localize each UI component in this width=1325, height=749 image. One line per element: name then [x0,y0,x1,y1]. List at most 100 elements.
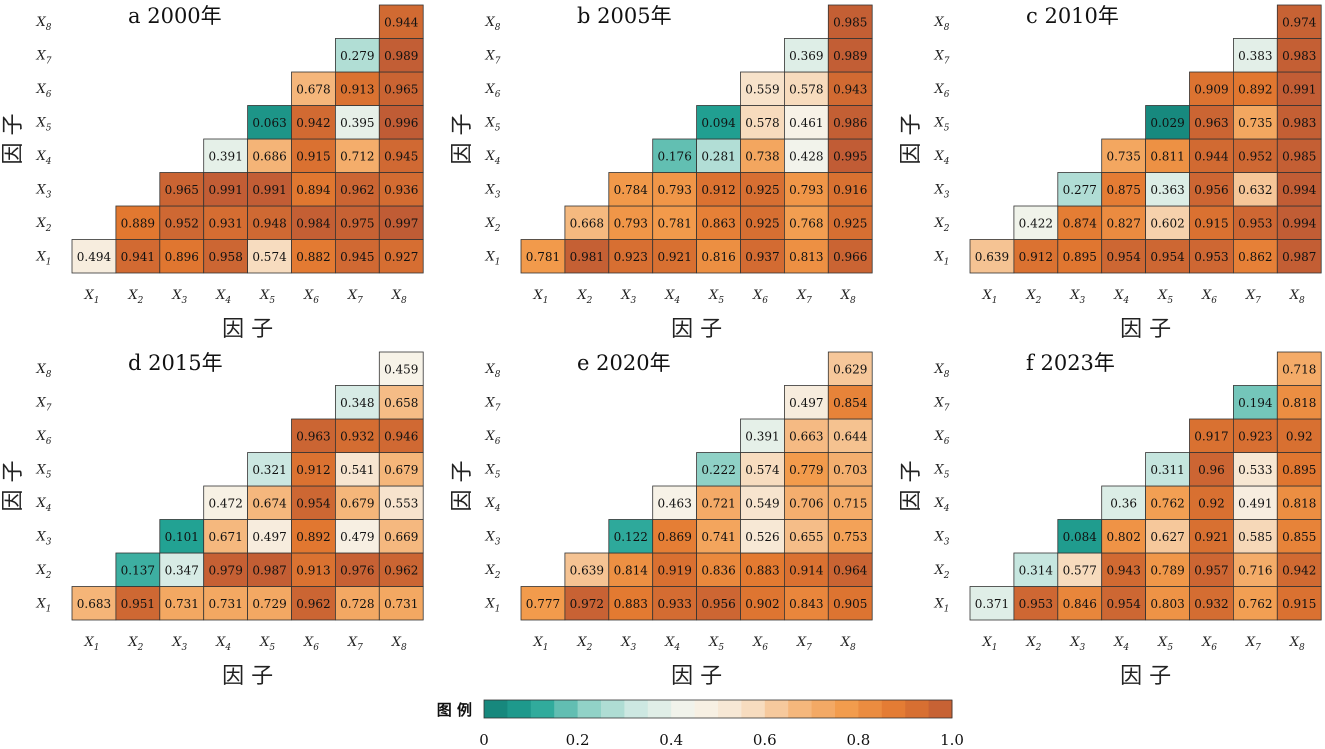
cell-value-label: 0.632 [1238,183,1272,197]
heatmap-cell [1233,205,1278,240]
heatmap-panel-c: c 2010年 0.639 0.912 0.895 0.954 0.954 0.953 0.8… [899,4,1322,342]
cell-value-label: 0.987 [252,563,286,577]
heatmap-cell [827,4,873,39]
heatmap-cell [1145,485,1190,520]
cell-value-label: 0.813 [789,250,823,264]
cell-value-label: 0.718 [1282,362,1316,376]
heatmap-cell [564,586,610,621]
heatmap-cell [1189,71,1234,106]
cell-value-label: 0.894 [296,183,331,197]
heatmap-cell [203,552,248,587]
legend-title: 图 例 [437,701,472,719]
y-tick-label: X2 [36,216,52,234]
cell-value-label: 0.932 [340,429,374,443]
cell-value-label: 0.945 [384,149,418,163]
cell-value-label: 0.843 [789,597,823,611]
y-tick-label: X2 [485,216,501,234]
y-tick-label: X2 [934,563,950,581]
heatmap-cell [378,38,424,73]
heatmap-cell [827,351,873,386]
cell-value-label: 0.793 [657,183,691,197]
y-tick-label: X6 [485,82,501,100]
cell-value-label: 0.541 [340,463,374,477]
heatmap-cell [1276,385,1322,420]
colorbar-swatch [928,700,953,718]
heatmap-cell [203,172,248,207]
cell-value-label: 0.925 [745,183,779,197]
cell-value-label: 0.874 [1063,216,1098,230]
y-tick-label: X6 [36,82,52,100]
y-tick-label: X7 [485,48,501,66]
heatmap-cell [784,418,829,453]
heatmap-cell [1145,586,1190,621]
y-tick-label: X6 [485,429,501,447]
heatmap-cell [247,138,292,173]
heatmap-cell [1276,552,1322,587]
cell-value-label: 0.919 [657,563,691,577]
colorbar-swatch [671,700,696,718]
y-tick-label: X8 [485,15,501,33]
cell-value-label: 0.063 [252,116,286,130]
cell-value-label: 0.36 [1110,496,1137,510]
cell-value-label: 0.986 [833,116,867,130]
heatmap-cell [1276,71,1322,106]
cell-value-label: 0.892 [296,530,330,544]
cell-value-label: 0.943 [1106,563,1140,577]
heatmap-cell [827,485,873,520]
y-tick-label: X2 [934,216,950,234]
cell-value-label: 0.92 [1198,496,1225,510]
cell-value-label: 0.533 [1238,463,1272,477]
heatmap-cell [784,71,829,106]
cell-value-label: 0.962 [384,563,418,577]
cell-value-label: 0.944 [1194,149,1229,163]
cell-value-label: 0.862 [1238,250,1272,264]
y-axis-title: 因 子 [1,114,26,165]
heatmap-cell [291,418,336,453]
cell-value-label: 0.762 [1150,496,1184,510]
heatmap-cell [334,172,380,207]
cell-value-label: 0.902 [745,597,779,611]
heatmap-cell [1189,452,1234,487]
panel-letter: a [128,4,141,28]
heatmap-cell [378,552,424,587]
y-tick-label: X1 [36,596,52,614]
heatmap-cell [378,452,424,487]
colorbar-legend: 图 例 0 0.2 0.4 0.6 0.8 1.0 [437,699,964,749]
cell-value-label: 0.937 [745,250,779,264]
heatmap-cell [1276,519,1322,554]
heatmap-cell [378,485,424,520]
heatmap-cell [159,205,205,240]
panel-year: 2020年 [596,351,670,375]
cell-value-label: 0.945 [340,250,374,264]
cell-value-label: 0.728 [340,597,374,611]
y-tick-label: X7 [934,48,950,66]
cell-value-label: 0.029 [1150,116,1184,130]
colorbar-swatch [694,700,719,718]
heatmap-cell [1233,138,1278,173]
cell-value-label: 0.863 [701,216,735,230]
y-tick-label: X2 [485,563,501,581]
y-axis-title: 因 子 [450,114,475,165]
heatmap-cell [652,552,698,587]
heatmap-cell [652,205,698,240]
x-tick-label: X7 [796,288,812,306]
cell-value-label: 0.991 [208,183,242,197]
cell-value-label: 0.428 [789,149,823,163]
heatmap-cell [1145,239,1190,274]
cell-value-label: 0.731 [208,597,242,611]
cell-value-label: 0.883 [614,597,648,611]
y-tick-label: X5 [485,462,501,480]
cell-value-label: 0.927 [384,250,418,264]
cell-value-label: 0.981 [570,250,604,264]
x-tick-label: X5 [1157,635,1173,653]
heatmap-cell [1276,418,1322,453]
cell-value-label: 0.944 [384,15,419,29]
cell-value-label: 0.371 [975,597,1009,611]
colorbar-swatch [530,700,555,718]
cell-value-label: 0.958 [208,250,242,264]
x-tick-label: X6 [303,288,319,306]
heatmap-cell [378,205,424,240]
heatmap-cell [1276,205,1322,240]
heatmap-cell [784,138,829,173]
heatmap-cell [1057,586,1103,621]
